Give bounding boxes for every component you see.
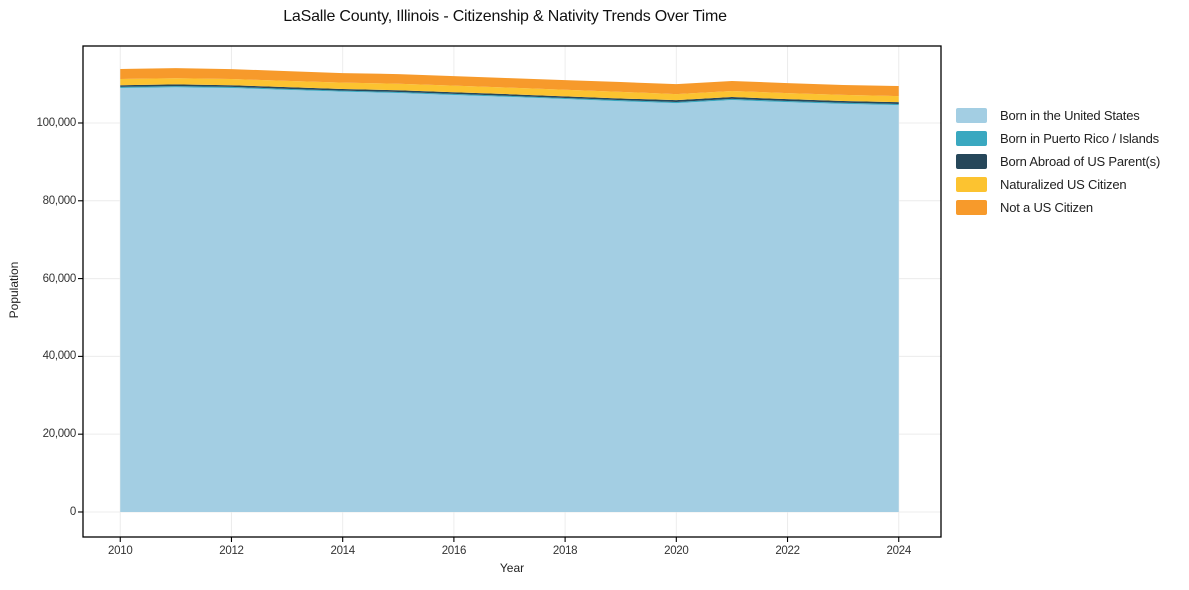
y-tick-label: 20,000 bbox=[42, 428, 77, 441]
legend-label: Naturalized US Citizen bbox=[1000, 177, 1127, 192]
x-tick-label: 2016 bbox=[441, 545, 467, 557]
x-axis-title: Year bbox=[499, 561, 525, 575]
legend-label: Not a US Citizen bbox=[1000, 200, 1093, 215]
not-citizen-swatch bbox=[956, 200, 987, 215]
naturalized-swatch bbox=[956, 177, 987, 192]
legend: Born in the United States Born in Puerto… bbox=[956, 104, 1160, 219]
legend-item-not-citizen: Not a US Citizen bbox=[956, 196, 1160, 219]
puerto-rico-swatch bbox=[956, 131, 987, 146]
legend-label: Born in Puerto Rico / Islands bbox=[1000, 131, 1159, 146]
legend-item-puerto-rico: Born in Puerto Rico / Islands bbox=[956, 127, 1160, 150]
legend-label: Born Abroad of US Parent(s) bbox=[1000, 154, 1161, 169]
y-tick-label: 40,000 bbox=[42, 350, 77, 363]
legend-item-born-abroad: Born Abroad of US Parent(s) bbox=[956, 150, 1160, 173]
legend-item-naturalized: Naturalized US Citizen bbox=[956, 173, 1160, 196]
x-tick-label: 2012 bbox=[219, 545, 244, 557]
x-tick-label: 2022 bbox=[775, 545, 800, 557]
born-abroad-swatch bbox=[956, 154, 987, 169]
y-tick-label: 80,000 bbox=[42, 194, 77, 207]
y-tick-label: 60,000 bbox=[42, 272, 77, 285]
y-axis-title: Population bbox=[7, 261, 21, 319]
page-title: LaSalle County, Illinois - Citizenship &… bbox=[283, 8, 727, 25]
born-us-swatch bbox=[956, 108, 987, 123]
legend-item-born-us: Born in the United States bbox=[956, 104, 1160, 127]
x-tick-label: 2014 bbox=[330, 545, 355, 557]
x-tick-label: 2020 bbox=[664, 545, 689, 557]
y-tick-label: 100,000 bbox=[36, 116, 77, 129]
legend-label: Born in the United States bbox=[1000, 108, 1140, 123]
y-tick-label: 0 bbox=[69, 505, 76, 518]
x-tick-label: 2010 bbox=[108, 545, 133, 557]
x-tick-label: 2024 bbox=[886, 545, 912, 557]
x-tick-label: 2018 bbox=[552, 545, 578, 557]
